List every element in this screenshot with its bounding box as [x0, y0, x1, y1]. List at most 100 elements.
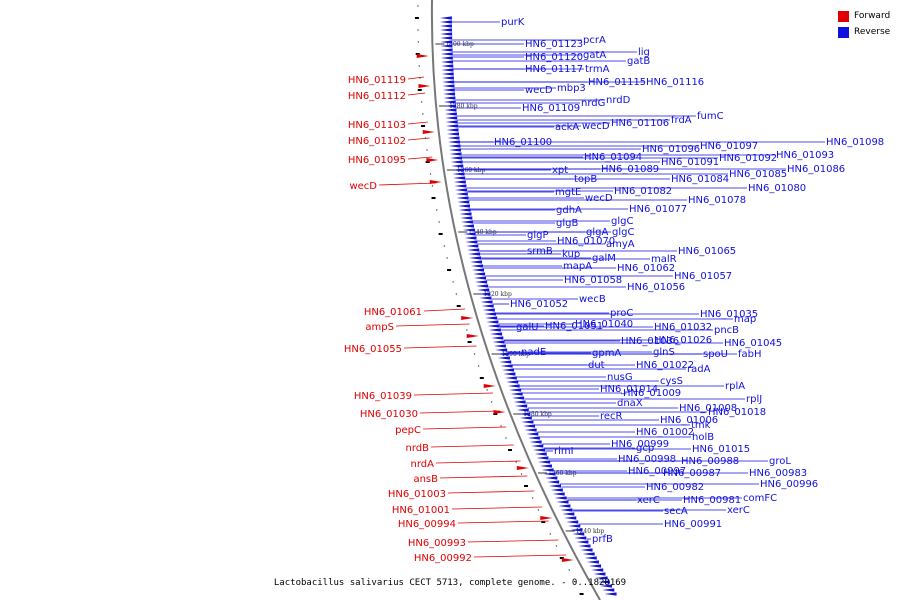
reverse-gene-arrow [446, 128, 459, 132]
forward-leader-line [407, 92, 426, 96]
reverse-gene-label: purK [501, 17, 525, 28]
backbone-dot [490, 401, 493, 403]
reverse-gene-label: galU [516, 322, 539, 333]
backbone-dot [417, 41, 420, 43]
forward-gene-label: HN6_01039 [354, 391, 412, 402]
reverse-gene-label: HN6_01035 [700, 309, 758, 320]
backbone-dot [520, 473, 523, 475]
reverse-gene-arrow [473, 272, 486, 276]
reverse-gene-arrow [453, 180, 466, 184]
reverse-gene-label: HN6_00991 [664, 519, 722, 530]
reverse-gene-label: secA [664, 506, 688, 517]
reverse-gene-arrow [570, 528, 583, 532]
reverse-gene-arrow [533, 448, 545, 452]
reverse-gene-label: HN6_01065 [678, 246, 736, 257]
reverse-gene-label: HN6_01084 [671, 174, 729, 185]
tick-mark [447, 269, 452, 271]
reverse-gene-label: rplJ [746, 394, 762, 405]
reverse-gene-arrow [440, 52, 453, 56]
reverse-gene-label: HN6_01052 [510, 299, 568, 310]
scale-tick-label: 1380 kbp [449, 103, 478, 110]
reverse-gene-arrow [440, 56, 453, 60]
reverse-gene-arrow [562, 512, 575, 516]
reverse-gene-label: HN6_01015 [692, 444, 750, 455]
backbone-dot [549, 533, 551, 535]
scale-ticks: 1400 kbp 1380 kbp 1360 kbp 1340 kbp 1320 kbp… [435, 41, 604, 535]
reverse-gene-label: glgP [527, 230, 549, 241]
reverse-gene-arrow [452, 172, 465, 176]
forward-gene-label: HN6_01102 [348, 136, 406, 147]
legend-label-forward: Forward [854, 11, 891, 21]
reverse-gene-label: pcrA [583, 35, 606, 46]
forward-gene-label: ansB [413, 474, 438, 485]
reverse-gene-arrow [495, 348, 508, 352]
forward-gene-label: HN6_01095 [348, 155, 406, 166]
reverse-gene-arrow [554, 496, 567, 500]
reverse-gene-label: HN6_01123 [525, 39, 583, 50]
reverse-gene-arrow [461, 220, 474, 224]
reverse-gene-label: HN6_01100 [494, 137, 552, 148]
reverse-gene-arrow [487, 324, 500, 328]
reverse-gene-arrow [523, 424, 536, 428]
reverse-gene-arrow [545, 476, 558, 480]
reverse-gene-arrow [506, 380, 519, 384]
forward-gene-label: pepC [395, 425, 421, 436]
reverse-gene-arrow [524, 428, 537, 432]
reverse-gene-label: srmB [527, 246, 553, 257]
reverse-gene-arrow [474, 276, 487, 280]
reverse-gene-arrow [531, 444, 544, 448]
reverse-gene-arrow [503, 372, 516, 376]
reverse-gene-label: HN6_01036 [621, 336, 679, 347]
reverse-gene-label: HN6_01008 [679, 403, 737, 414]
reverse-gene-arrow [440, 28, 453, 32]
reverse-gene-label: gpmA [592, 348, 621, 359]
reverse-gene-arrow [439, 24, 452, 28]
reverse-gene-arrow [482, 308, 495, 312]
legend-label-reverse: Reverse [854, 27, 891, 37]
reverse-gene-arrow [472, 268, 485, 272]
forward-gene-label: HN6_00994 [398, 519, 456, 530]
forward-leader-line [407, 156, 433, 160]
reverse-gene-label: holB [692, 432, 714, 443]
backbone-dot [429, 173, 432, 175]
reverse-gene-arrow [444, 112, 457, 116]
reverse-gene-label: gcp [636, 443, 654, 454]
forward-leader-line [413, 392, 494, 396]
reverse-gene-arrow [448, 144, 461, 148]
backbone-dot [575, 581, 577, 583]
reverse-gene-label: map [734, 314, 756, 325]
reverse-gene-arrow [499, 360, 512, 364]
reverse-gene-arrow [509, 388, 522, 392]
backbone-dot [466, 329, 468, 331]
reverse-gene-label: ackA [555, 122, 579, 133]
reverse-gene-label: glgC [612, 227, 634, 238]
forward-swatch [838, 10, 849, 22]
reverse-gene-arrow [439, 16, 452, 20]
genome-caption: Lactobacillus salivarius CECT 5713, comp… [273, 578, 627, 588]
forward-leader-line [419, 410, 500, 414]
reverse-gene-arrow [481, 304, 494, 308]
reverse-gene-arrow [440, 36, 453, 40]
reverse-gene-arrow [462, 228, 475, 232]
reverse-gene-label: HN6_01109 [522, 103, 580, 114]
reverse-gene-label: HN6_01082 [614, 186, 672, 197]
reverse-gene-label: wecD [585, 193, 613, 204]
reverse-swatch [838, 26, 849, 38]
backbone-dot [531, 497, 534, 499]
reverse-gene-label: HN6_01091 [661, 157, 719, 168]
reverse-gene-label: tmk [691, 420, 711, 431]
reverse-gene-arrow [534, 452, 547, 456]
forward-gene-label: HN6_01112 [348, 91, 406, 102]
reverse-gene-arrow [507, 384, 520, 388]
forward-gene-arrow [416, 54, 429, 58]
tick-mark [415, 53, 420, 55]
tick-mark [523, 485, 528, 487]
backbone-dot [446, 257, 448, 259]
reverse-gene-arrow [442, 80, 455, 84]
forward-gene-arrow [461, 316, 474, 320]
reverse-gene-arrow [500, 364, 513, 368]
reverse-gene-label: mgtE [555, 187, 581, 198]
reverse-gene-arrow [443, 92, 456, 96]
